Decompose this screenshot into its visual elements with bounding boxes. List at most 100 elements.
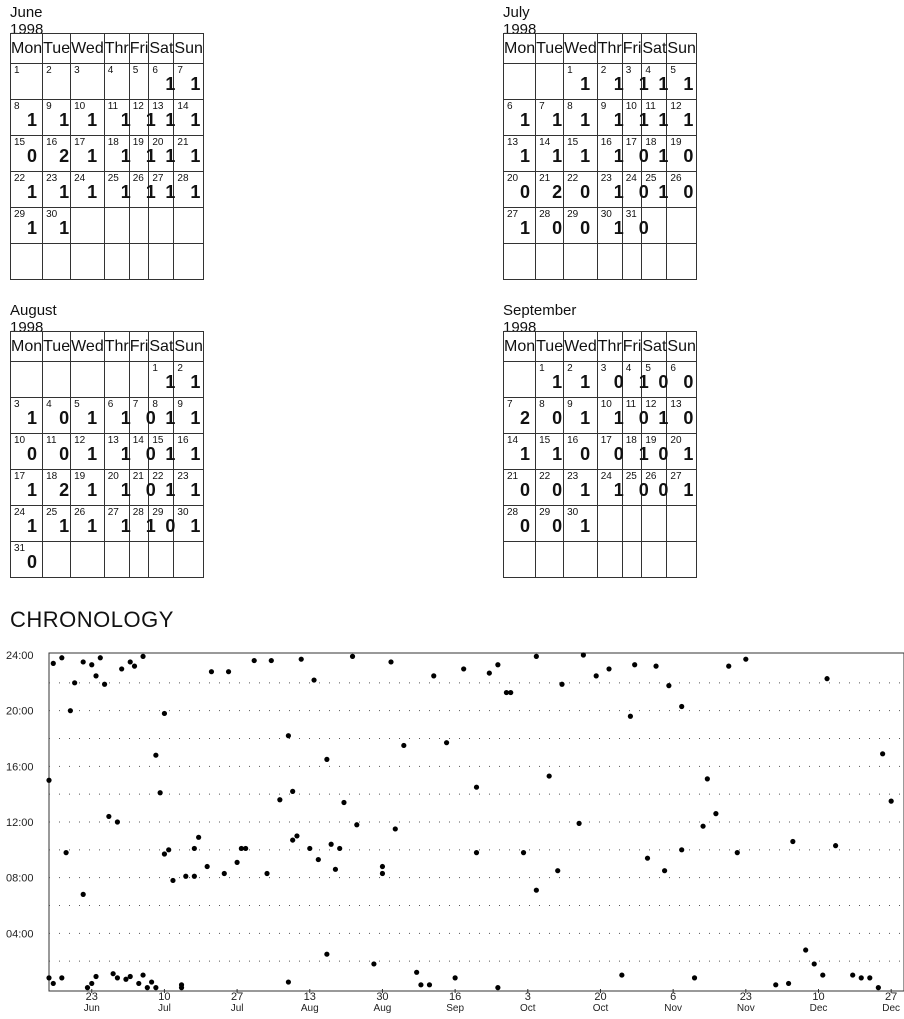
data-point [243, 845, 249, 852]
weekday-header: Sat [148, 33, 175, 64]
day-number: 30 [177, 507, 189, 518]
day-number: 7 [507, 399, 513, 410]
day-count: 1 [120, 146, 131, 166]
data-point [520, 850, 527, 856]
day-number: 5 [645, 363, 651, 374]
day-cell: 10 1 [70, 99, 105, 136]
calendar-grid: Mon Tue Wed Thr Fri Sat Sun 1 2 3 4 5 6 1 7 1 8 1 9 1 10 1 11 1… [9, 33, 204, 280]
data-point [166, 847, 172, 853]
data-point [110, 971, 116, 977]
data-point [101, 681, 108, 687]
day-cell: 11 0 [42, 433, 72, 470]
data-point [178, 982, 185, 988]
data-point [486, 670, 492, 676]
day-count: 1 [658, 74, 669, 94]
data-point [84, 985, 91, 991]
data-point [191, 873, 197, 879]
day-number: 11 [107, 101, 119, 112]
day-cell: 15 0 [9, 135, 44, 172]
day-cell [103, 541, 130, 578]
day-cell: 17 0 [596, 433, 624, 470]
day-count: 1 [120, 110, 131, 130]
data-point [790, 838, 796, 845]
day-cell: 20 0 [502, 171, 537, 208]
day-count: 1 [613, 110, 624, 130]
day-cell: 25 1 [103, 171, 131, 208]
weekday-header: Tue [535, 33, 565, 64]
day-number: 27 [152, 173, 164, 184]
day-cell [42, 243, 72, 280]
day-number: 30 [46, 209, 58, 220]
day-number: 16 [567, 435, 579, 446]
day-count: 1 [613, 480, 624, 500]
day-cell [502, 541, 537, 578]
data-point [89, 662, 95, 668]
data-point [880, 751, 886, 757]
y-tick-label: 24:00 [6, 650, 34, 662]
day-number: 17 [600, 435, 612, 446]
day-number: 3 [625, 65, 632, 76]
weekday-header: Wed [563, 331, 598, 362]
weekday-header: Sun [173, 331, 204, 362]
day-count: 0 [27, 552, 38, 572]
day-number: 23 [567, 471, 579, 482]
day-number: 18 [645, 137, 657, 148]
day-number: 19 [74, 471, 86, 482]
day-cell [535, 541, 565, 578]
day-cell: 15 1 [148, 433, 175, 470]
day-count: 1 [165, 74, 176, 94]
day-number: 9 [567, 399, 573, 410]
day-cell: 11 1 [641, 99, 669, 136]
x-tick-day: 23 [86, 991, 98, 1003]
day-count: 1 [165, 110, 176, 130]
day-count: 1 [580, 110, 591, 130]
day-number: 29 [152, 507, 164, 518]
data-point [80, 891, 86, 897]
weekday-header: Thr [103, 331, 130, 362]
day-number: 6 [507, 101, 513, 112]
data-point [653, 663, 659, 669]
data-point [495, 985, 501, 991]
day-cell: 3 [70, 63, 105, 100]
day-count: 0 [580, 182, 591, 202]
x-tick-month: Jul [231, 1003, 244, 1014]
day-cell: 29 1 [9, 207, 44, 244]
day-number: 8 [539, 399, 545, 410]
data-point [726, 663, 732, 669]
data-point [503, 689, 510, 696]
day-number: 21 [132, 471, 144, 482]
day-cell: 27 1 [148, 171, 175, 208]
day-number: 17 [625, 137, 637, 148]
day-cell: 23 1 [563, 469, 598, 506]
data-point [93, 973, 99, 980]
day-count: 1 [552, 146, 563, 166]
day-number: 16 [600, 137, 612, 148]
day-count: 1 [658, 110, 669, 130]
x-tick-month: Oct [520, 1003, 536, 1014]
data-point [59, 975, 65, 981]
weekday-header: Mon [9, 331, 44, 362]
day-cell: 30 1 [173, 505, 204, 542]
day-count: 0 [613, 444, 624, 464]
day-number: 3 [14, 399, 20, 410]
x-tick-month: Nov [664, 1003, 682, 1014]
day-cell [42, 541, 72, 578]
y-tick-label: 20:00 [6, 706, 34, 718]
day-number: 4 [645, 65, 651, 76]
day-number: 27 [670, 471, 682, 482]
data-point [443, 740, 450, 746]
data-point [290, 788, 296, 794]
data-point [127, 659, 133, 665]
day-cell: 17 1 [9, 469, 44, 506]
day-cell: 31 0 [621, 207, 649, 244]
day-number: 12 [670, 101, 682, 112]
day-cell: 29 0 [535, 505, 565, 542]
day-cell: 4 [103, 63, 130, 100]
